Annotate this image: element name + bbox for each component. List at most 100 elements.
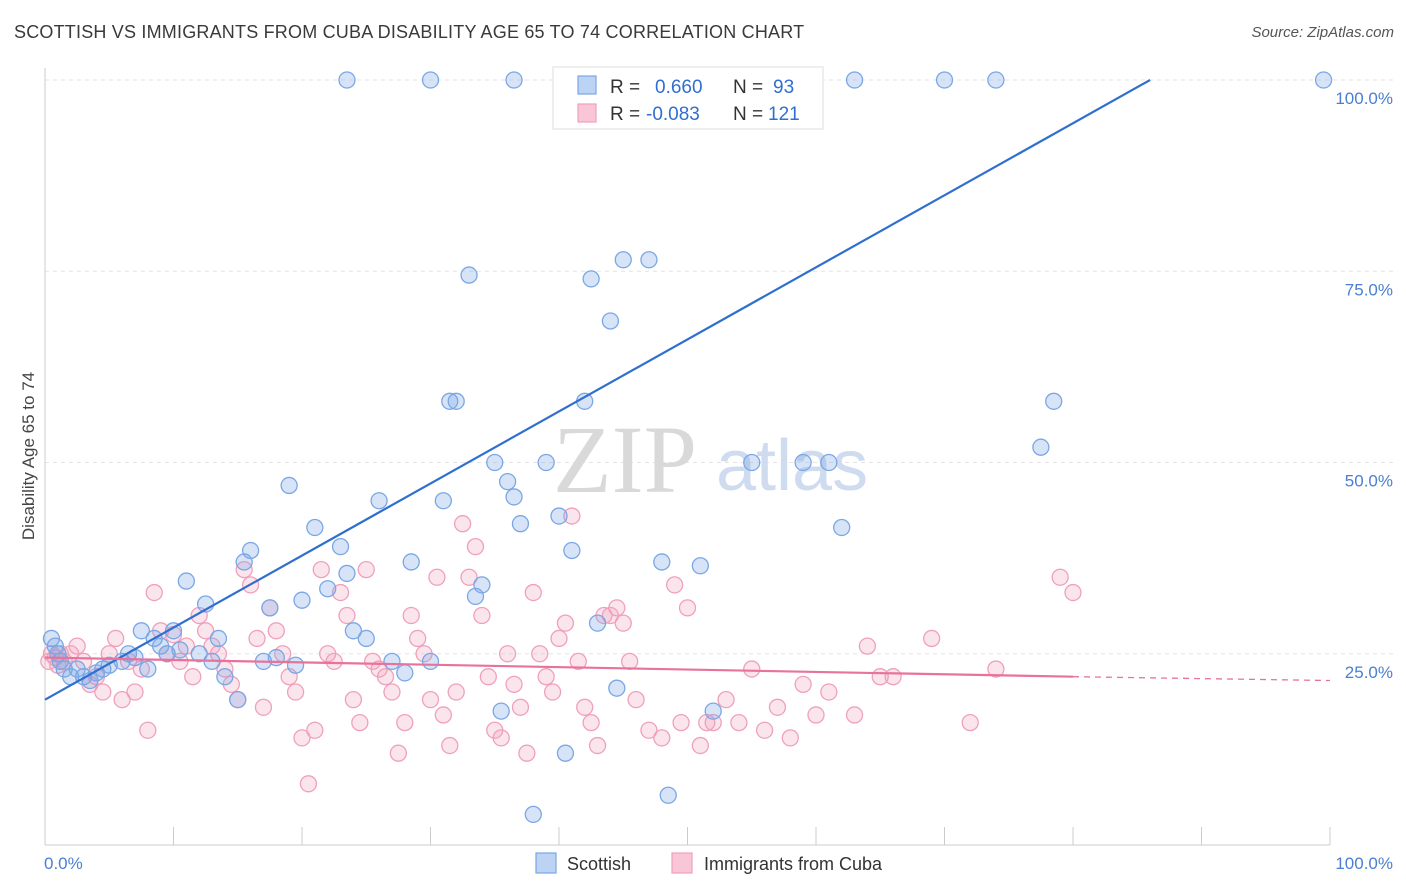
scottish-point-67: [601, 312, 620, 330]
cuba-point-116: [923, 629, 941, 648]
bottom-legend-cuba: Immigrants from Cuba: [704, 854, 883, 874]
cuba-point-64: [434, 706, 453, 724]
cuba-point-67: [453, 515, 472, 533]
scottish-point-83: [505, 71, 523, 89]
scottish-point-71: [653, 553, 671, 571]
scottish-point-42: [357, 629, 375, 648]
cuba-point-59: [402, 606, 420, 625]
cuba-point-49: [338, 606, 356, 625]
cuba-point-99: [678, 599, 697, 617]
chart-title: SCOTTISH VS IMMIGRANTS FROM CUBA DISABIL…: [14, 22, 805, 42]
series-cuba-points: [40, 507, 1082, 793]
scottish-point-20: [164, 622, 183, 640]
cuba-point-63: [428, 568, 446, 586]
y-tick-label-3: 25.0%: [1345, 663, 1393, 682]
cuba-point-85: [569, 652, 587, 671]
y-tick-labels: 100.0% 75.0% 50.0% 25.0%: [1335, 89, 1393, 682]
cuba-point-45: [312, 560, 330, 579]
cuba-point-100: [691, 736, 709, 755]
cuba-point-77: [518, 744, 536, 762]
scottish-point-40: [338, 564, 356, 583]
cuba-point-52: [357, 560, 375, 579]
x-tick-labels: 0.0% 100.0%: [44, 854, 1393, 873]
cuba-point-47: [325, 652, 343, 671]
scottish-point-87: [845, 71, 864, 89]
cuba-point-35: [248, 629, 266, 648]
cuba-point-83: [556, 614, 575, 632]
cuba-point-16: [126, 683, 144, 701]
cuba-point-84: [563, 507, 581, 525]
cuba-point-92: [614, 614, 632, 632]
cuba-point-117: [961, 713, 979, 732]
cuba-point-14: [113, 691, 131, 709]
scottish-point-23: [190, 645, 208, 663]
scottish-point-55: [492, 702, 510, 720]
bottom-legend-scottish: Scottish: [567, 854, 631, 874]
y-tick-label-0: 100.0%: [1335, 89, 1393, 108]
cuba-point-70: [473, 606, 491, 625]
scottish-point-53: [473, 576, 491, 594]
chart-source: Source: ZipAtlas.com: [1251, 24, 1394, 41]
cuba-trend-line: [44, 656, 1074, 678]
cuba-point-118: [987, 660, 1005, 678]
cuba-point-56: [383, 683, 401, 701]
scottish-point-60: [537, 453, 555, 472]
scottish-point-58: [511, 515, 530, 533]
scottish-point-34: [280, 476, 298, 495]
scottish-point-30: [241, 541, 260, 560]
scottish-point-59: [524, 805, 542, 824]
scottish-point-72: [659, 786, 677, 804]
legend-r-label-1: R =: [610, 77, 640, 98]
scottish-point-61: [550, 507, 568, 525]
cuba-point-94: [627, 691, 645, 709]
cuba-point-115: [884, 668, 902, 686]
scottish-point-26: [209, 629, 228, 648]
legend-swatch-scottish: [577, 75, 597, 95]
scottish-point-88: [935, 71, 954, 89]
cuba-point-19: [145, 583, 163, 602]
y-tick-label-1: 75.0%: [1345, 280, 1393, 299]
legend-r-value-1: 0.660: [655, 77, 703, 98]
watermark-zip: ZIP: [553, 406, 697, 513]
scottish-point-46: [402, 553, 420, 571]
cuba-point-7: [68, 637, 86, 655]
cuba-point-81: [543, 683, 562, 701]
trend-lines: [44, 79, 1331, 701]
legend-n-value-2: 121: [768, 104, 800, 125]
scottish-point-89: [987, 71, 1005, 89]
scottish-point-76: [794, 453, 812, 472]
cuba-point-50: [344, 691, 363, 709]
cuba-point-119: [1051, 568, 1069, 586]
cuba-point-80: [537, 668, 555, 686]
scottish-point-27: [216, 668, 234, 686]
scottish-point-69: [614, 251, 632, 269]
cuba-point-104: [730, 713, 748, 732]
scottish-point-44: [383, 652, 401, 671]
scottish-point-75: [743, 453, 761, 472]
cuba-point-82: [550, 629, 568, 648]
scottish-point-43: [370, 492, 388, 510]
scottish-point-39: [331, 538, 350, 556]
cuba-point-48: [331, 583, 350, 602]
scottish-point-51: [460, 266, 478, 284]
cuba-point-27: [196, 622, 215, 640]
cuba-point-93: [621, 652, 639, 671]
bottom-legend-swatch-scottish: [535, 852, 557, 874]
scottish-point-63: [563, 541, 581, 560]
scottish-point-22: [177, 572, 196, 590]
cuba-point-76: [511, 698, 530, 716]
bottom-legend-swatch-cuba: [671, 852, 693, 874]
legend-r-value-2: -0.083: [646, 104, 700, 125]
scottish-point-32: [261, 599, 279, 617]
cuba-point-86: [576, 698, 594, 716]
cuba-point-88: [588, 736, 607, 755]
cuba-point-105: [743, 660, 761, 678]
scottish-point-81: [338, 71, 356, 89]
cuba-point-41: [286, 683, 305, 701]
legend-swatch-cuba: [577, 103, 597, 123]
scottish-point-68: [608, 679, 626, 697]
scottish-point-47: [421, 652, 440, 671]
cuba-point-107: [768, 698, 787, 716]
watermark-atlas: atlas: [716, 426, 868, 506]
y-tick-label-2: 50.0%: [1345, 472, 1393, 491]
